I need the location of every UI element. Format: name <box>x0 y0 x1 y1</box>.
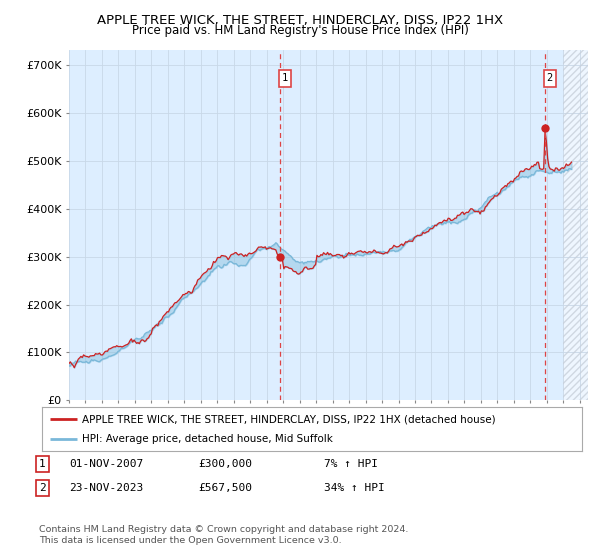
Text: APPLE TREE WICK, THE STREET, HINDERCLAY, DISS, IP22 1HX (detached house): APPLE TREE WICK, THE STREET, HINDERCLAY,… <box>83 414 496 424</box>
Text: 34% ↑ HPI: 34% ↑ HPI <box>324 483 385 493</box>
Text: APPLE TREE WICK, THE STREET, HINDERCLAY, DISS, IP22 1HX: APPLE TREE WICK, THE STREET, HINDERCLAY,… <box>97 14 503 27</box>
Text: 7% ↑ HPI: 7% ↑ HPI <box>324 459 378 469</box>
Bar <box>563 50 588 400</box>
Text: Contains HM Land Registry data © Crown copyright and database right 2024.
This d: Contains HM Land Registry data © Crown c… <box>39 525 409 545</box>
Text: 01-NOV-2007: 01-NOV-2007 <box>69 459 143 469</box>
Text: 1: 1 <box>282 73 288 83</box>
Text: 2: 2 <box>39 483 46 493</box>
Text: 1: 1 <box>39 459 46 469</box>
Text: Price paid vs. HM Land Registry's House Price Index (HPI): Price paid vs. HM Land Registry's House … <box>131 24 469 36</box>
Text: HPI: Average price, detached house, Mid Suffolk: HPI: Average price, detached house, Mid … <box>83 433 334 444</box>
Text: £300,000: £300,000 <box>198 459 252 469</box>
Text: 23-NOV-2023: 23-NOV-2023 <box>69 483 143 493</box>
Bar <box>563 50 588 400</box>
Text: £567,500: £567,500 <box>198 483 252 493</box>
Text: 2: 2 <box>547 73 553 83</box>
